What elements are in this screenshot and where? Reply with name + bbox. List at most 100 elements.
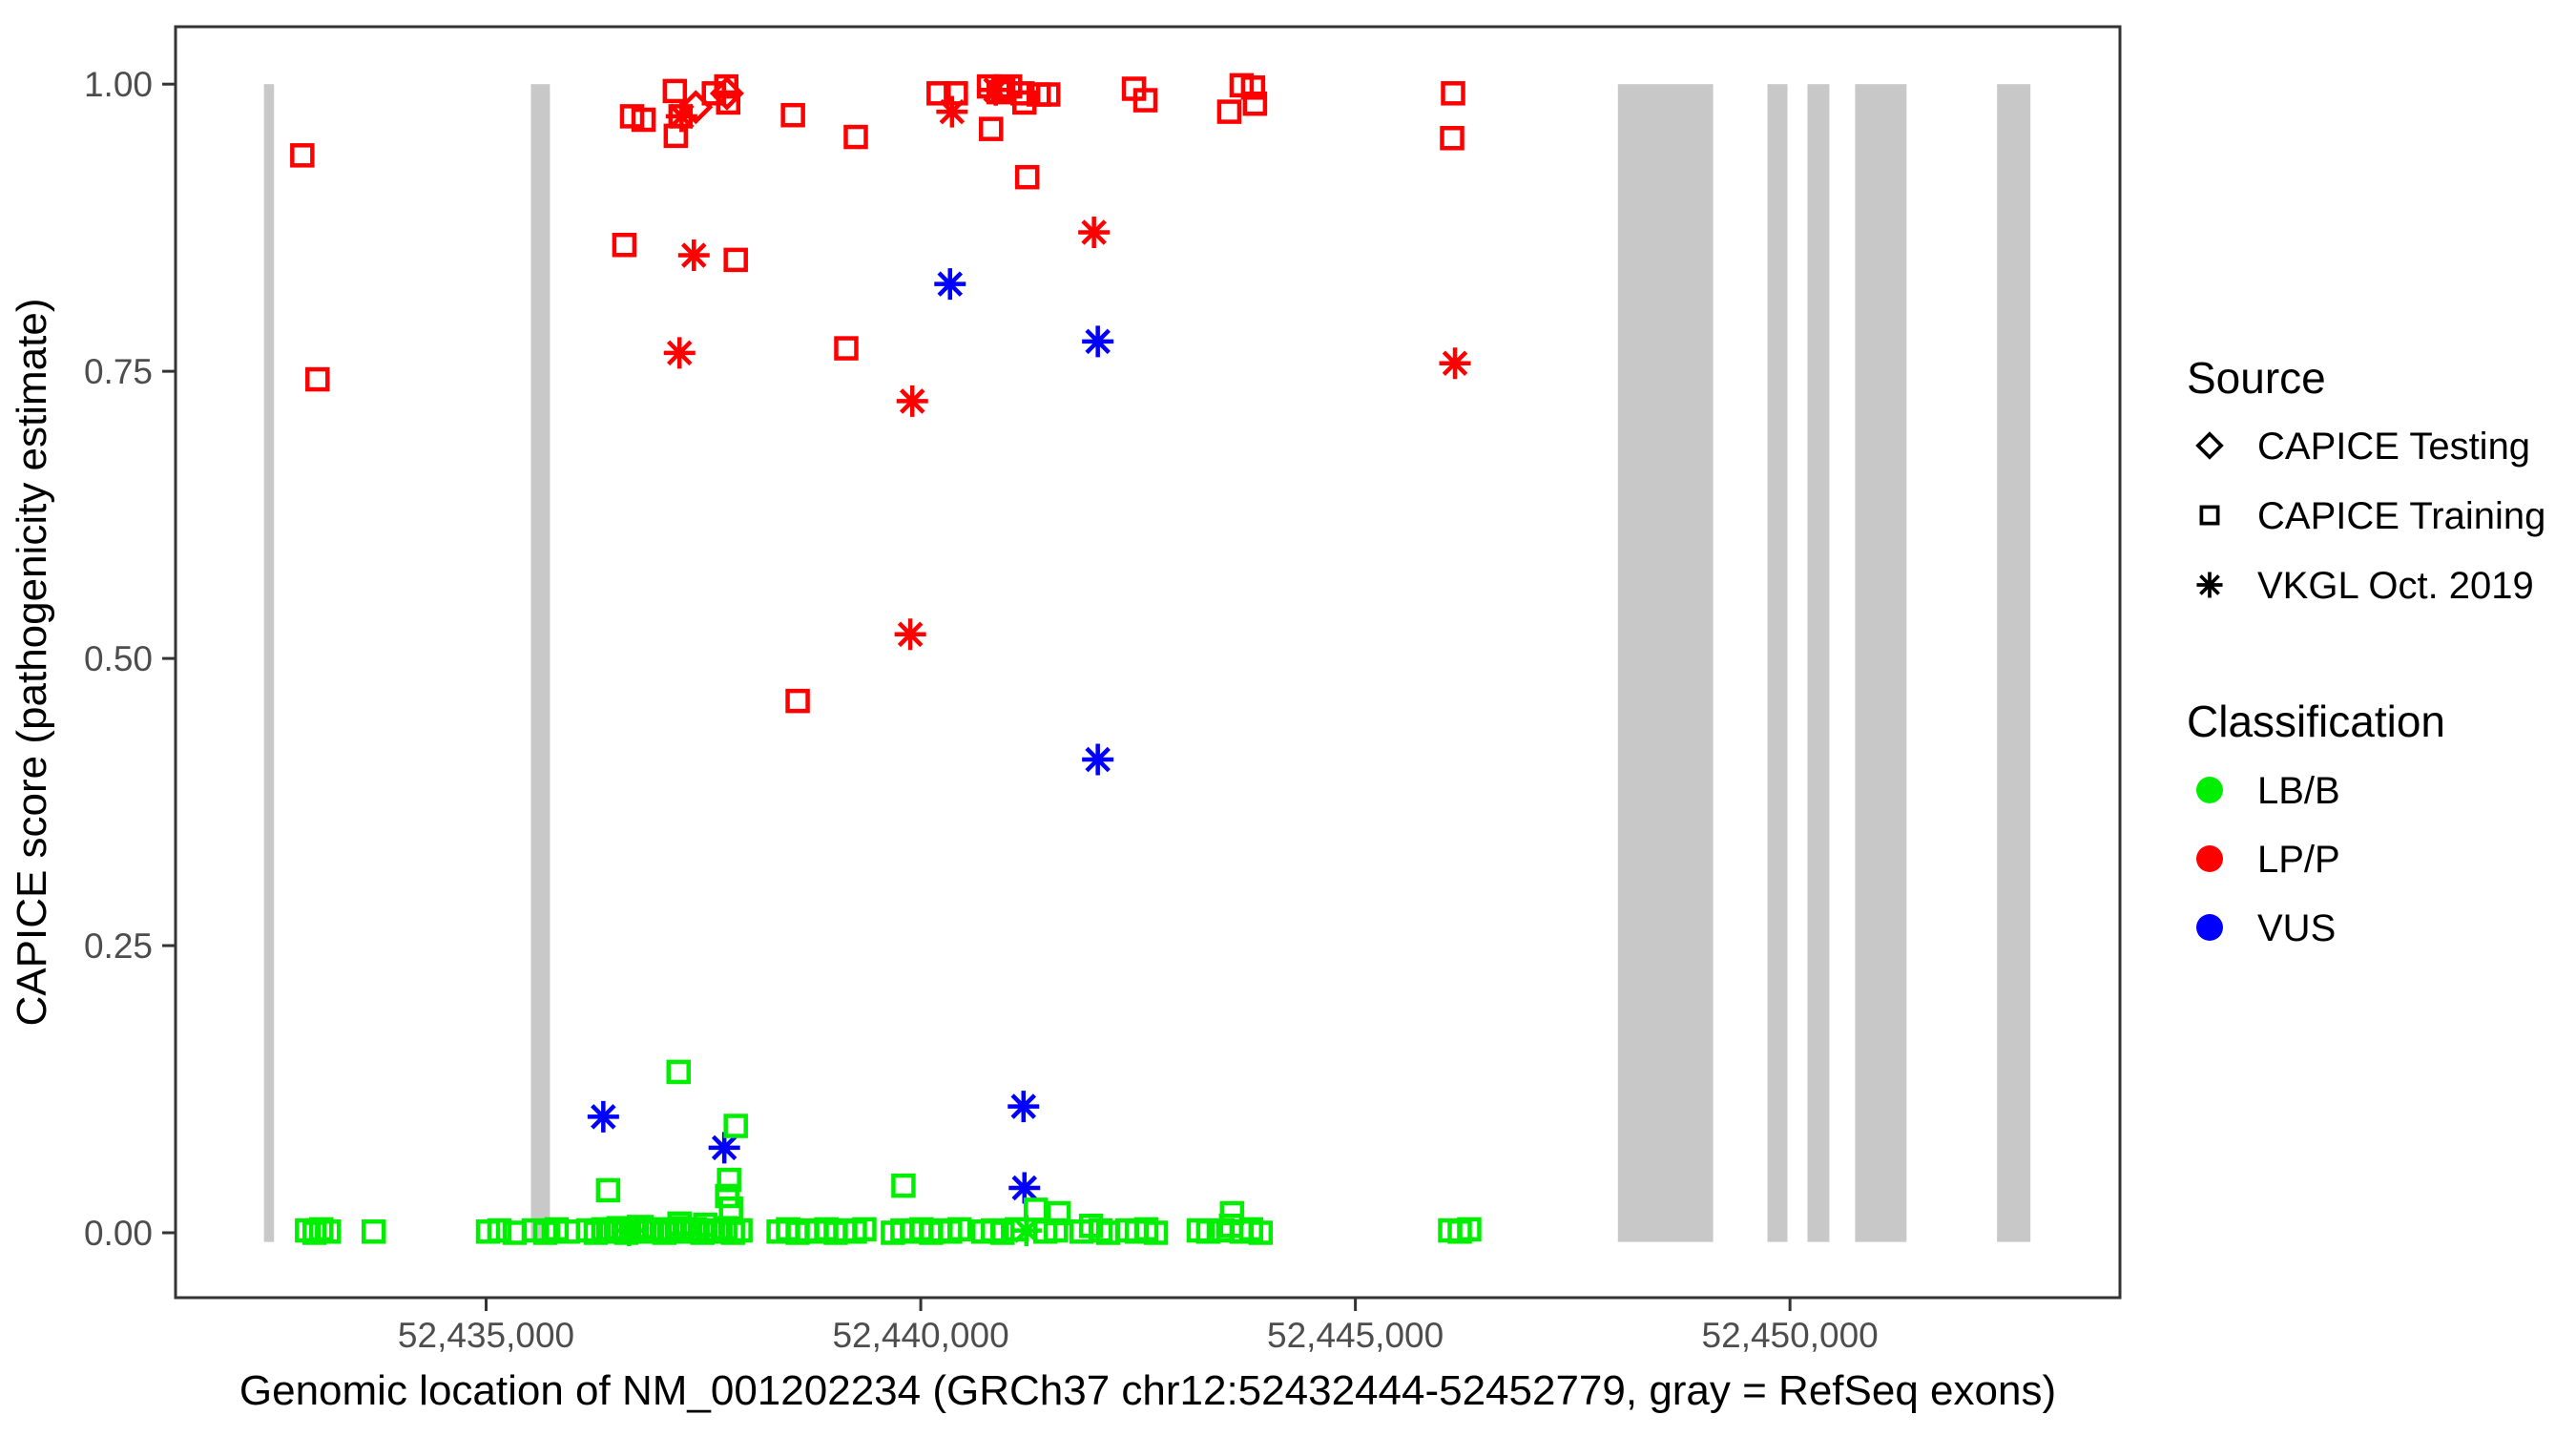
refseq-exon-bar [1617, 84, 1714, 1242]
data-point [1132, 88, 1158, 113]
data-point [629, 1215, 654, 1239]
data-point [598, 1219, 624, 1244]
data-point [723, 1113, 748, 1138]
data-point [1216, 99, 1242, 124]
data-point [644, 1217, 670, 1242]
data-point [934, 268, 966, 301]
data-point [926, 81, 951, 106]
x-tick-label: 52,445,000 [1267, 1316, 1444, 1355]
data-point [1088, 1217, 1113, 1243]
data-point [852, 1217, 877, 1242]
data-point [587, 1100, 619, 1133]
data-point [652, 1220, 677, 1245]
as-legend-icon [2196, 572, 2223, 598]
data-point [1240, 75, 1266, 100]
data-point [980, 73, 1012, 106]
y-tick-label: 0.50 [84, 639, 153, 678]
data-point [1457, 1217, 1482, 1242]
data-point [713, 1216, 737, 1240]
y-tick-label: 1.00 [84, 65, 153, 104]
data-point [662, 78, 688, 104]
classification-dot-icon [2196, 777, 2223, 803]
data-point [723, 247, 748, 273]
refseq-exon-bar [263, 84, 275, 1242]
data-point [947, 1217, 972, 1242]
data-point [575, 1217, 601, 1243]
legend-item-label: VUS [2257, 907, 2336, 949]
data-point [302, 1220, 327, 1245]
data-point [1046, 1200, 1071, 1226]
refseq-exon-bar [1997, 84, 2031, 1242]
refseq-exon-bar [1855, 84, 1907, 1242]
data-point [290, 143, 315, 168]
data-point [1195, 1219, 1221, 1244]
data-point [716, 90, 741, 115]
legend-source-title: Source [2187, 353, 2326, 403]
x-tick-label: 52,450,000 [1702, 1316, 1879, 1355]
data-point [1008, 1091, 1040, 1123]
data-point [663, 337, 696, 369]
data-point [1242, 91, 1268, 116]
data-point [1441, 81, 1465, 106]
data-point [613, 1220, 639, 1245]
data-point [990, 1220, 1015, 1245]
data-point [621, 1217, 647, 1243]
x-tick-label: 52,440,000 [832, 1316, 1008, 1355]
data-point [606, 1216, 632, 1240]
data-points-layer [290, 73, 1482, 1247]
data-point [1248, 1220, 1274, 1245]
data-point [677, 239, 710, 272]
data-point [361, 1219, 386, 1244]
y-tick-label: 0.75 [84, 352, 153, 391]
data-point [717, 1167, 741, 1193]
di-legend-icon [2195, 431, 2224, 460]
data-point [780, 102, 805, 128]
refseq-exon-bars [263, 84, 2031, 1242]
data-point [675, 1219, 700, 1244]
data-point [834, 336, 859, 361]
data-point [487, 1217, 512, 1243]
data-point [1008, 1172, 1041, 1204]
data-point [708, 1132, 740, 1164]
data-point [1082, 743, 1114, 776]
data-point [720, 1220, 745, 1245]
legend-item-label: LB/B [2257, 770, 2340, 812]
data-point [636, 1219, 662, 1244]
data-point [1035, 82, 1061, 107]
data-point [583, 1220, 609, 1245]
legend: Source CAPICE Testing CAPICE Training VKGL … [2187, 353, 2545, 949]
data-point [591, 1217, 616, 1242]
data-point [659, 1217, 684, 1243]
sq-legend-icon [2199, 505, 2220, 526]
data-point [891, 1173, 916, 1198]
data-point [705, 1219, 730, 1244]
data-point [1004, 1217, 1029, 1242]
data-point [631, 107, 656, 133]
y-tick-label: 0.25 [84, 926, 153, 966]
data-point [936, 95, 968, 128]
data-point [894, 618, 926, 651]
data-point [1078, 216, 1111, 248]
classification-dot-icon [2196, 845, 2223, 872]
data-point [896, 385, 928, 417]
data-point [1439, 347, 1471, 380]
x-tick-label: 52,435,000 [398, 1316, 574, 1355]
data-point [666, 1059, 691, 1085]
legend-item-label: LP/P [2257, 839, 2340, 881]
legend-classification-title: Classification [2187, 697, 2445, 746]
data-point [690, 1220, 715, 1245]
legend-item-label: VKGL Oct. 2019 [2257, 565, 2534, 607]
data-point [682, 1217, 707, 1242]
data-point [715, 1183, 739, 1209]
data-point [1014, 164, 1040, 190]
data-point [1043, 1217, 1069, 1243]
data-point [979, 116, 1004, 141]
data-point [309, 1217, 334, 1242]
data-point [709, 75, 744, 111]
data-point [1143, 1220, 1169, 1245]
data-point [663, 123, 689, 149]
data-point [305, 366, 330, 392]
data-point [612, 232, 637, 258]
